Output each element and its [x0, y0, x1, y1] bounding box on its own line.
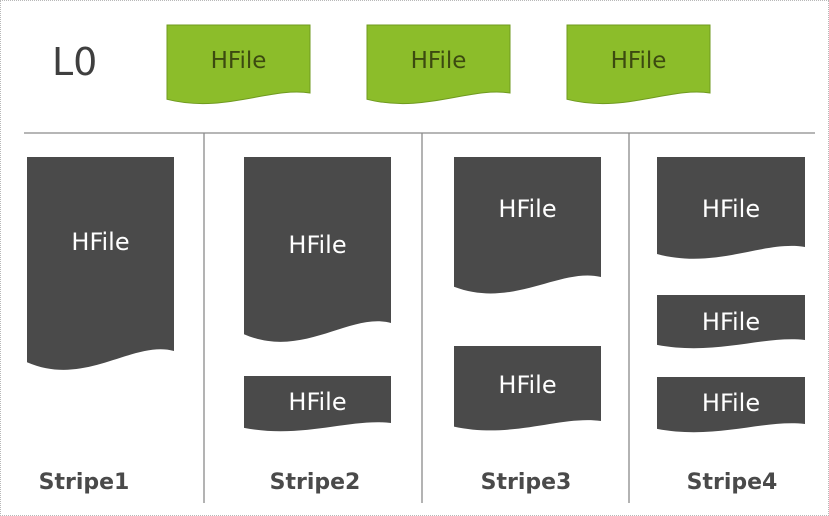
stripe-column: HFile HFile Stripe2	[244, 157, 391, 495]
level-label: L0	[52, 40, 97, 84]
stripe-hfile: HFile	[657, 295, 805, 349]
stripe-label: Stripe2	[270, 470, 361, 495]
stripe-hfile: HFile	[244, 157, 391, 342]
file-shape	[27, 157, 174, 370]
file-label: HFile	[498, 195, 556, 223]
stripe-hfile: HFile	[244, 376, 391, 432]
file-shape	[166, 24, 311, 105]
file-label: HFile	[71, 228, 129, 256]
file-shape	[657, 157, 805, 259]
l0-hfile: HFile	[366, 24, 511, 105]
stripe-hfile: HFile	[454, 346, 601, 431]
file-label: HFile	[702, 308, 760, 336]
stripe-column: HFile HFile HFile Stripe4	[657, 157, 805, 495]
file-shape	[657, 377, 805, 433]
l0-hfile: HFile	[566, 24, 711, 105]
stripe-column: HFile Stripe1	[27, 157, 174, 495]
file-shape	[454, 346, 601, 431]
l0-files: HFile HFile HFile	[166, 24, 711, 105]
file-label: HFile	[411, 48, 467, 74]
file-label: HFile	[211, 48, 267, 74]
stripe-dividers	[203, 133, 630, 503]
l0-hfile: HFile	[166, 24, 311, 105]
stripe-hfile: HFile	[27, 157, 174, 370]
file-label: HFile	[288, 388, 346, 416]
file-shape	[366, 24, 511, 105]
file-label: HFile	[702, 195, 760, 223]
file-label: HFile	[702, 389, 760, 417]
stripe-label: Stripe4	[687, 470, 778, 495]
file-shape	[657, 295, 805, 349]
file-label: HFile	[611, 48, 667, 74]
stripe-column: HFile HFile Stripe3	[454, 157, 601, 495]
file-shape	[454, 157, 601, 294]
stripes: HFile Stripe1 HFile HFile Stripe2 HFile HFile S…	[27, 157, 805, 495]
stripe-hfile: HFile	[657, 377, 805, 433]
stripe-hfile: HFile	[454, 157, 601, 294]
file-shape	[244, 376, 391, 432]
file-shape	[566, 24, 711, 105]
file-label: HFile	[288, 231, 346, 259]
stripe-hfile: HFile	[657, 157, 805, 259]
stripe-label: Stripe3	[481, 470, 572, 495]
file-label: HFile	[498, 371, 556, 399]
stripe-label: Stripe1	[39, 470, 130, 495]
file-shape	[244, 157, 391, 342]
